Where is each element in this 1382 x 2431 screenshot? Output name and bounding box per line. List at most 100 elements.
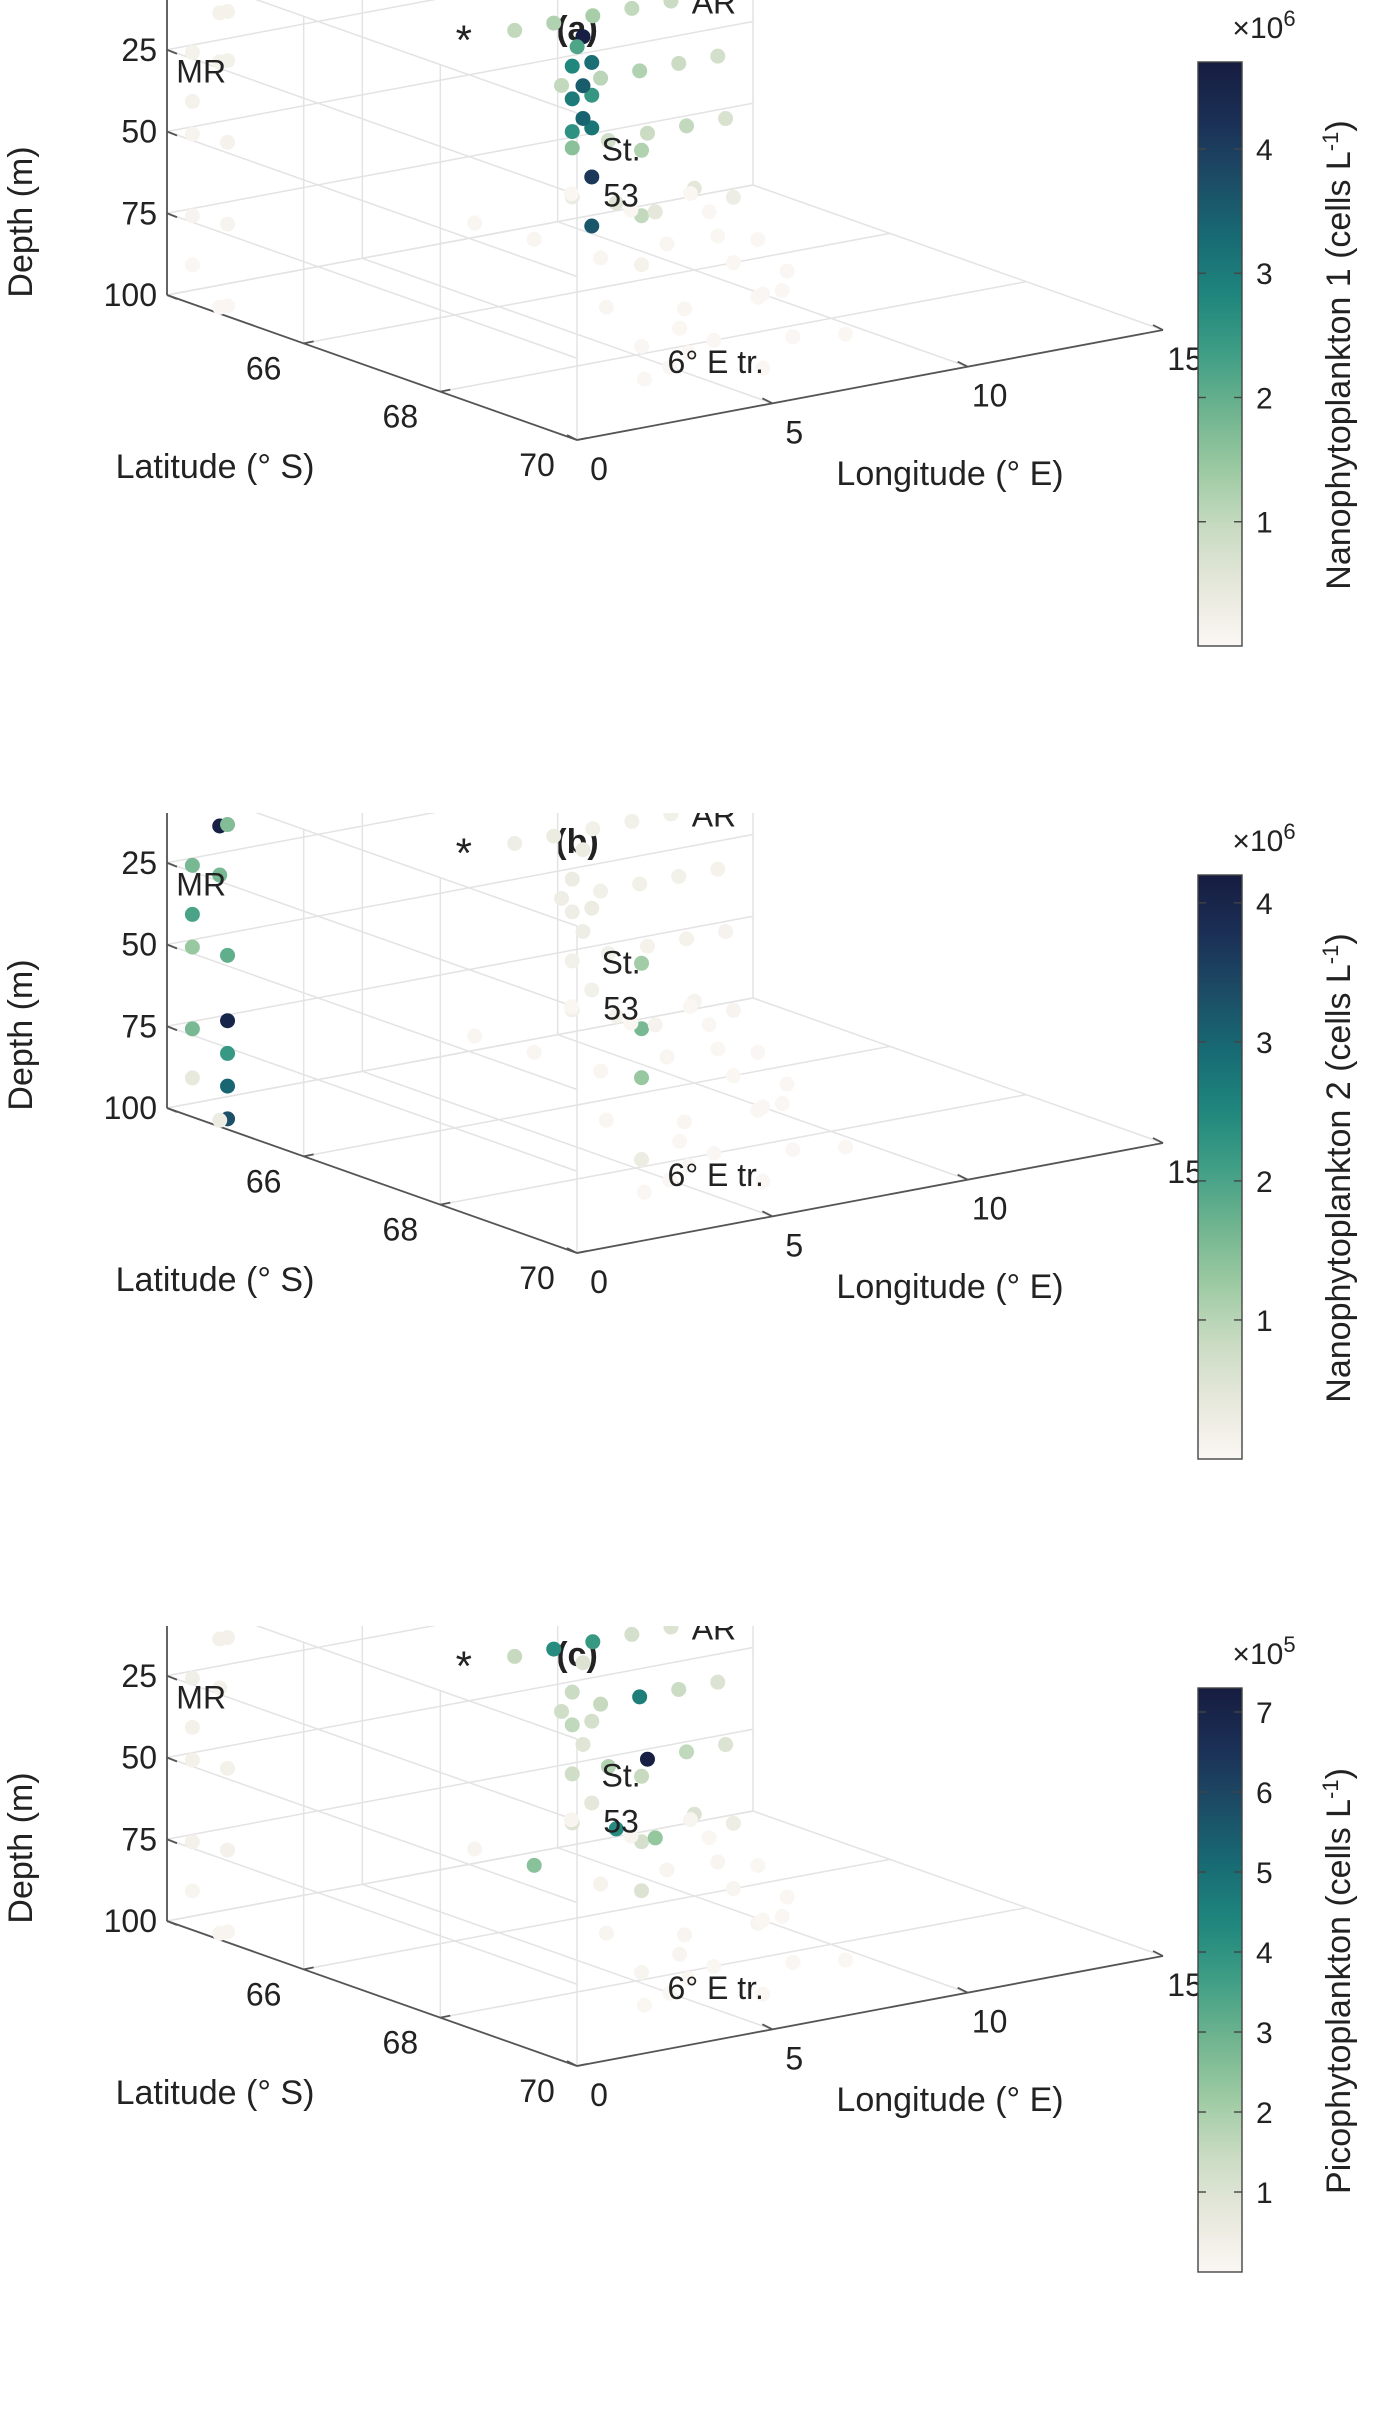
data-point: [706, 1958, 722, 1974]
colorbar-tick-label: 4: [1256, 134, 1273, 167]
panel-b: (b)0510156668700255075100Longitude (° E)…: [0, 670, 1382, 1613]
data-point: [564, 58, 580, 74]
data-points: [184, 1519, 854, 2013]
z-tick-label: 25: [121, 32, 157, 68]
chart-c: (c)0510156668700255075100Longitude (° E)…: [2, 1483, 1358, 2273]
data-point: [632, 1689, 648, 1705]
data-point: [682, 999, 698, 1015]
data-point: [636, 1184, 652, 1200]
data-point: [679, 931, 695, 947]
data-point: [220, 1013, 236, 1029]
data-point: [220, 1630, 236, 1646]
annotation-label: AR: [692, 813, 736, 834]
data-point: [584, 218, 600, 234]
grid-line: [166, 1646, 754, 1759]
data-point: [564, 871, 580, 887]
data-point: [585, 8, 601, 24]
annotation-label: AR: [692, 0, 736, 21]
data-point: [750, 1858, 766, 1874]
data-point: [677, 1927, 693, 1943]
y-tick: [303, 1966, 314, 1971]
data-point: [634, 1883, 650, 1899]
data-point: [584, 169, 600, 185]
z-tick: [166, 943, 178, 950]
grid-line: [255, 0, 578, 114]
colorbar-multiplier-exp: 5: [1283, 1632, 1295, 1657]
data-point: [184, 44, 200, 60]
z-tick: [166, 1674, 178, 1681]
x-tick: [566, 1247, 578, 1254]
data-point: [663, 806, 679, 822]
chart-b: (b)0510156668700255075100Longitude (° E)…: [2, 670, 1358, 1460]
colorbar-label-text: Nanophytoplankton 2 (cells L: [1320, 964, 1358, 1403]
data-point: [755, 360, 771, 376]
z-tick-label: 75: [121, 1008, 157, 1044]
data-point: [593, 1876, 609, 1892]
x-tick-label: 15: [1167, 1967, 1203, 2003]
x-tick: [566, 434, 578, 441]
data-point: [564, 1684, 580, 1700]
data-point: [593, 70, 609, 86]
x-tick: [761, 397, 773, 405]
colorbar: [1197, 61, 1243, 647]
data-point: [672, 320, 688, 336]
star-marker: *: [456, 829, 472, 876]
colorbar-label-end: ): [1320, 1768, 1358, 1779]
x-tick-label: 10: [972, 1191, 1008, 1227]
data-point: [779, 1076, 795, 1092]
data-point: [634, 955, 650, 971]
y-axis-line: [166, 1107, 578, 1254]
annotation-label: 53: [603, 177, 639, 213]
colorbar-tick-label: 3: [1256, 258, 1273, 291]
y-tick-label: 66: [246, 1976, 282, 2012]
x-axis-label: Longitude (° E): [836, 2081, 1063, 2119]
data-point: [598, 1925, 614, 1941]
data-point: [785, 1955, 801, 1971]
y-tick-label: 70: [519, 1260, 555, 1296]
grid-line: [303, 1045, 890, 1158]
data-point: [706, 332, 722, 348]
colorbar-multiplier-exp: 6: [1283, 6, 1295, 31]
data-point: [467, 215, 483, 231]
z-tick: [166, 130, 178, 137]
data-point: [774, 1096, 790, 1111]
data-point: [779, 1889, 795, 1905]
data-point: [623, 1015, 639, 1031]
data-point: [725, 255, 741, 271]
x-tick: [957, 1173, 969, 1181]
data-point: [184, 906, 200, 922]
grid-line: [752, 997, 1164, 1144]
data-point: [755, 1099, 771, 1115]
colorbar-tick-label: 1: [1256, 2177, 1273, 2210]
data-point: [662, 1985, 678, 2001]
z-tick-label: 100: [104, 1903, 157, 1939]
data-point: [184, 1883, 200, 1899]
data-point: [563, 999, 579, 1015]
annotation-label: MR: [176, 1680, 226, 1716]
data-point: [584, 1795, 600, 1811]
z-tick: [166, 861, 178, 868]
data-point: [624, 0, 640, 16]
data-point: [677, 1114, 693, 1130]
grid-line: [166, 943, 578, 1091]
data-point: [184, 939, 200, 955]
y-tick-label: 70: [519, 447, 555, 483]
z-tick-label: 25: [121, 845, 157, 881]
data-point: [725, 189, 741, 205]
x-tick-label: 15: [1167, 1154, 1203, 1190]
data-point: [725, 1815, 741, 1831]
star-symbol: *: [456, 1642, 472, 1689]
x-tick: [1152, 1137, 1164, 1144]
grid-line: [166, 0, 437, 51]
data-point: [677, 301, 693, 317]
x-tick-label: 0: [590, 1264, 608, 1300]
data-point: [682, 186, 698, 202]
data-point: [554, 890, 570, 906]
data-point: [718, 111, 734, 127]
data-point: [838, 1952, 854, 1968]
data-point: [608, 1008, 624, 1024]
x-axis-line: [576, 329, 1164, 441]
data-point: [507, 835, 523, 851]
data-point: [575, 78, 591, 94]
grid: [166, 0, 1164, 441]
